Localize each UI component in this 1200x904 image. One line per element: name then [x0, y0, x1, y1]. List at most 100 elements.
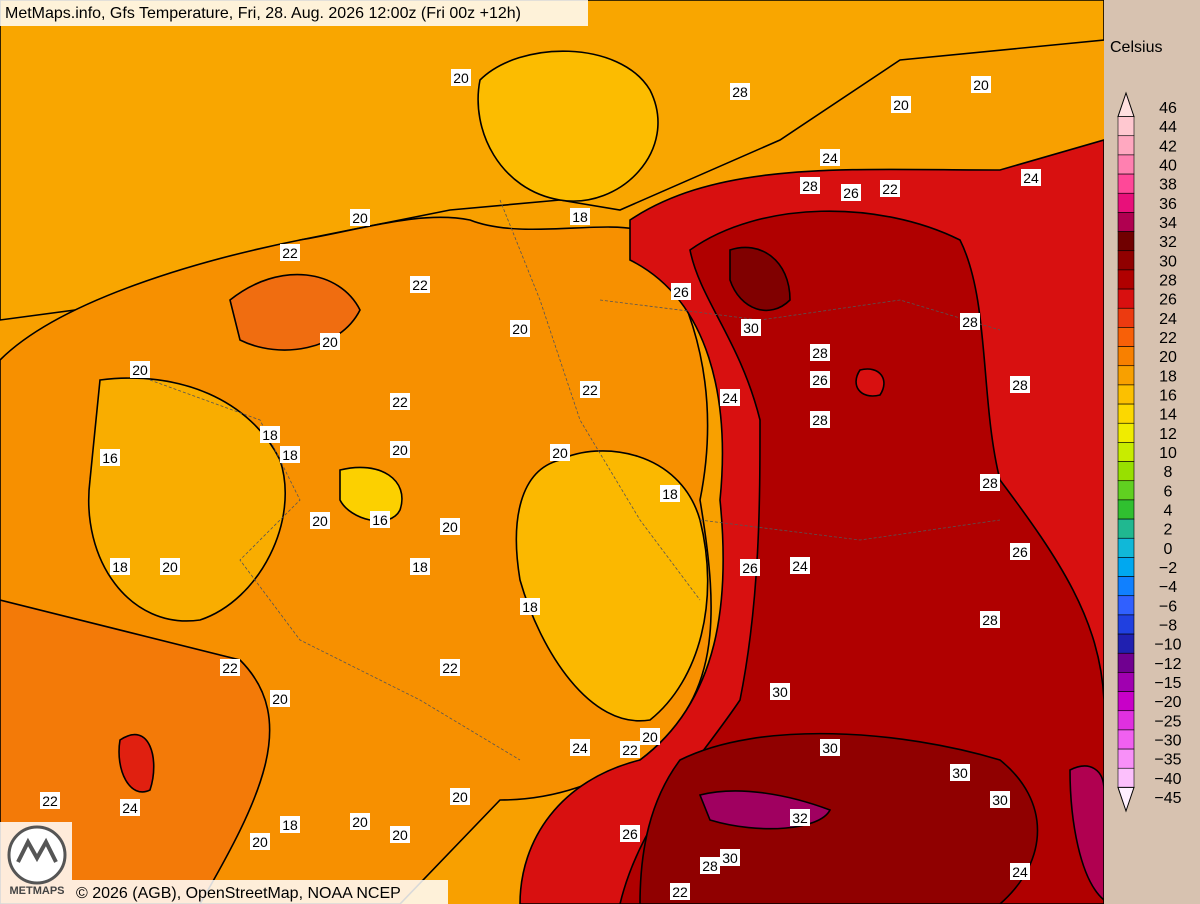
contour-label: 22	[412, 277, 428, 293]
contour-label-box	[110, 558, 130, 575]
contour-label: 16	[372, 512, 388, 528]
contour-label-box	[120, 799, 140, 816]
legend-label: 34	[1159, 215, 1177, 232]
legend-swatch	[1117, 288, 1135, 309]
contour-label: 22	[622, 742, 638, 758]
legend-swatch	[1117, 652, 1135, 673]
borders	[149, 199, 1001, 761]
contour-label: 26	[622, 826, 638, 842]
legend-swatch	[1117, 537, 1135, 558]
contour-label: 20	[452, 789, 468, 805]
legend-swatch	[1117, 192, 1135, 213]
contour-label-box	[700, 857, 720, 874]
legend-label: 24	[1159, 311, 1177, 328]
contour-label: 20	[973, 77, 989, 93]
contour-label-box	[250, 833, 270, 850]
contour-label-box	[570, 208, 590, 225]
contour-label: 26	[812, 372, 828, 388]
contour-label: 30	[743, 320, 759, 336]
contour-label-box	[891, 96, 911, 113]
contour-label-box	[260, 426, 280, 443]
contour-label: 28	[982, 612, 998, 628]
legend-swatch	[1117, 518, 1135, 539]
contour-label: 24	[1012, 864, 1028, 880]
legend-label: −30	[1154, 733, 1181, 750]
contour-label-box	[580, 381, 600, 398]
legend-label: −2	[1159, 560, 1177, 577]
contour-label: 22	[882, 181, 898, 197]
contour-label-box	[720, 849, 740, 866]
contour-label: 28	[982, 475, 998, 491]
contour-label-box	[980, 611, 1000, 628]
contour-label: 18	[522, 599, 538, 615]
contour-label: 22	[442, 660, 458, 676]
legend-swatch	[1117, 269, 1135, 290]
contour-label: 20	[453, 70, 469, 86]
contour-label-box	[1010, 543, 1030, 560]
contour-label-box	[620, 741, 640, 758]
contour-label: 26	[843, 185, 859, 201]
legend-label: 10	[1159, 445, 1177, 462]
legend-label: −40	[1154, 771, 1181, 788]
legend-label: 8	[1164, 464, 1173, 481]
contour-label: 20	[252, 834, 268, 850]
legend-label: 4	[1164, 503, 1173, 520]
legend-swatch	[1117, 422, 1135, 443]
legend-label: −35	[1154, 752, 1181, 769]
contour-label-box	[350, 813, 370, 830]
contour-label: 22	[582, 382, 598, 398]
contour-label: 28	[812, 345, 828, 361]
legend-label: 12	[1159, 426, 1177, 443]
legend-label: 30	[1159, 253, 1177, 270]
legend-swatch	[1117, 212, 1135, 232]
contour-label: 28	[802, 178, 818, 194]
contour-label-box	[390, 826, 410, 843]
contour-label: 30	[722, 850, 738, 866]
contour-label: 20	[392, 827, 408, 843]
legend-label: −45	[1154, 790, 1181, 807]
contour-label: 28	[1012, 377, 1028, 393]
legend-label: −15	[1154, 675, 1181, 692]
contour-label-box	[100, 449, 120, 466]
contour-label-box	[810, 371, 830, 388]
contour-label: 22	[672, 884, 688, 900]
contour-label: 28	[732, 84, 748, 100]
contour-label: 26	[742, 560, 758, 576]
contour-label-box	[160, 558, 180, 575]
contour-label: 22	[392, 394, 408, 410]
contour-label-box	[410, 558, 430, 575]
contour-label: 24	[1023, 170, 1039, 186]
contour-label-box	[980, 474, 1000, 491]
title: MetMaps.info, Gfs Temperature, Fri, 28. …	[5, 5, 521, 22]
legend-label: −10	[1154, 637, 1181, 654]
contour-label: 18	[112, 559, 128, 575]
contour-label-box	[660, 485, 680, 502]
contour-label-box	[1021, 169, 1041, 186]
legend-swatch	[1117, 748, 1135, 769]
credit-box	[72, 880, 448, 904]
legend-label: 40	[1159, 158, 1177, 175]
legend-label: 46	[1159, 100, 1177, 117]
contour-label-box	[320, 333, 340, 350]
legend-label: −20	[1154, 694, 1181, 711]
contour-label: 24	[122, 800, 138, 816]
legend-label: 32	[1159, 234, 1177, 251]
contour-label-box	[220, 659, 240, 676]
legend-swatch	[1117, 729, 1135, 750]
contour-label: 20	[642, 729, 658, 745]
contour-label-box	[820, 739, 840, 756]
legend-label: −4	[1159, 579, 1177, 596]
contour-label-box	[741, 319, 761, 336]
contour-label-box	[130, 361, 150, 378]
contour-label-box	[370, 511, 390, 528]
contour-label: 22	[42, 793, 58, 809]
contour-label-box	[810, 411, 830, 428]
contour-label-box	[310, 512, 330, 529]
contour-label-box	[510, 320, 530, 337]
contour-label: 20	[512, 321, 528, 337]
contour-label: 20	[272, 691, 288, 707]
contour-label: 20	[352, 210, 368, 226]
contour-label: 16	[102, 450, 118, 466]
contour-label-box	[841, 184, 861, 201]
contour-label-box	[740, 559, 760, 576]
